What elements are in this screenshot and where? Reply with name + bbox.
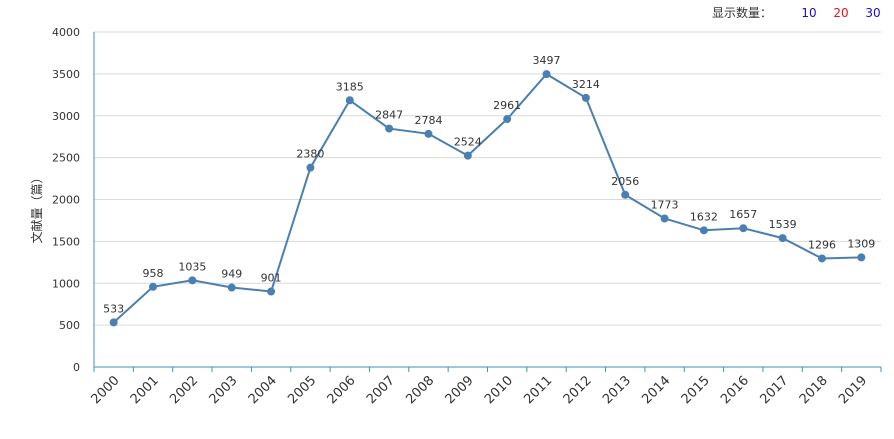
data-point[interactable] xyxy=(542,70,551,79)
x-tick-label: 2007 xyxy=(364,373,398,407)
x-tick-label: 2003 xyxy=(207,373,241,407)
data-points xyxy=(109,70,866,327)
x-axis: 2000 2001 2002 2003 2004 2005 2006 2007 2008 2009… xyxy=(88,366,882,407)
data-point[interactable] xyxy=(149,282,158,291)
data-label: 1539 xyxy=(769,218,797,231)
y-tick-label: 2500 xyxy=(52,152,80,165)
grid-lines xyxy=(94,31,881,326)
data-label: 2056 xyxy=(611,175,639,188)
x-tick-label: 2002 xyxy=(167,373,201,407)
x-tick-label: 2000 xyxy=(88,373,122,407)
data-point[interactable] xyxy=(227,283,236,292)
data-point[interactable] xyxy=(424,129,433,138)
data-label: 2524 xyxy=(454,136,482,149)
data-point[interactable] xyxy=(621,190,630,199)
x-tick-label: 2013 xyxy=(600,373,634,407)
data-point[interactable] xyxy=(857,253,866,262)
display-count-control: 显示数量： 10 20 30 xyxy=(712,4,882,21)
x-tick-label: 2014 xyxy=(639,373,673,407)
y-tick-label: 0 xyxy=(73,361,80,374)
data-point[interactable] xyxy=(188,276,197,285)
data-point[interactable] xyxy=(306,163,315,172)
y-tick-label: 3000 xyxy=(52,110,80,123)
x-tick-label: 2009 xyxy=(443,373,477,407)
data-point[interactable] xyxy=(699,226,708,235)
data-label: 2380 xyxy=(296,148,324,161)
data-point[interactable] xyxy=(463,151,472,160)
data-point[interactable] xyxy=(817,254,826,263)
x-tick-label: 2016 xyxy=(718,373,752,407)
x-tick-label: 2015 xyxy=(679,373,713,407)
data-point[interactable] xyxy=(385,124,394,133)
data-label: 3214 xyxy=(572,78,600,91)
data-label: 1773 xyxy=(651,199,679,212)
y-tick-label: 1000 xyxy=(52,277,80,290)
x-tick-label: 2001 xyxy=(128,373,162,407)
data-label: 1632 xyxy=(690,210,718,223)
data-label: 1657 xyxy=(729,208,757,221)
data-label: 2847 xyxy=(375,109,403,122)
data-point[interactable] xyxy=(345,96,354,105)
x-tick-label: 2012 xyxy=(561,373,595,407)
data-point[interactable] xyxy=(660,214,669,223)
display-count-option-10[interactable]: 10 xyxy=(801,5,817,20)
y-tick-label: 500 xyxy=(59,319,80,332)
data-label: 949 xyxy=(221,268,242,281)
data-point[interactable] xyxy=(581,93,590,102)
x-tick-label: 2019 xyxy=(836,373,870,407)
y-axis: 0 500 1000 1500 2000 2500 3000 3500 4000 xyxy=(52,26,95,374)
data-label: 1296 xyxy=(808,238,836,251)
data-label: 1309 xyxy=(847,237,875,250)
display-count-label: 显示数量： xyxy=(711,6,772,20)
data-label: 2784 xyxy=(414,114,442,127)
data-label: 958 xyxy=(143,267,164,280)
data-point[interactable] xyxy=(503,115,512,124)
data-labels: 533 958 1035 949 901 2380 3185 2847 2784 2524 2961… xyxy=(103,54,875,315)
data-label: 901 xyxy=(261,272,282,285)
series-line xyxy=(113,72,862,324)
y-tick-label: 1500 xyxy=(52,235,80,248)
data-label: 533 xyxy=(103,302,124,315)
series-path xyxy=(113,72,862,324)
x-tick-label: 2004 xyxy=(246,373,280,407)
data-point[interactable] xyxy=(267,287,276,296)
data-point[interactable] xyxy=(109,318,118,327)
y-axis-title: 文献量（篇） xyxy=(29,171,44,243)
x-tick-label: 2005 xyxy=(285,373,319,407)
data-point[interactable] xyxy=(778,234,787,243)
data-label: 2961 xyxy=(493,99,521,112)
x-tick-label: 2017 xyxy=(757,373,791,407)
y-tick-label: 4000 xyxy=(52,26,80,39)
data-label: 3185 xyxy=(336,80,364,93)
x-tick-label: 2011 xyxy=(521,373,555,407)
x-tick-label: 2018 xyxy=(797,373,831,407)
x-tick-label: 2006 xyxy=(325,373,359,407)
y-tick-label: 2000 xyxy=(52,194,80,207)
data-label: 3497 xyxy=(533,54,561,67)
display-count-option-30[interactable]: 30 xyxy=(865,5,881,20)
x-tick-label: 2008 xyxy=(403,373,437,407)
y-tick-label: 3500 xyxy=(52,68,80,81)
x-tick-label: 2010 xyxy=(482,373,516,407)
display-count-option-20[interactable]: 20 xyxy=(833,5,849,20)
data-point[interactable] xyxy=(739,224,748,233)
data-label: 1035 xyxy=(178,260,206,273)
